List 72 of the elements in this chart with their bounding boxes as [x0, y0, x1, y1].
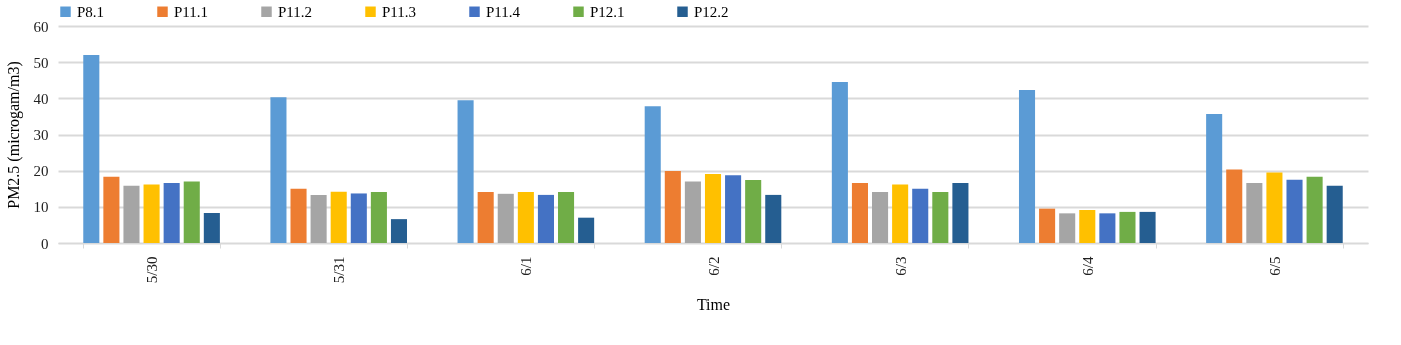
x-tick-label: 6/3 [892, 256, 909, 276]
bar [765, 194, 782, 243]
bar [1286, 179, 1303, 243]
legend-label: P11.1 [174, 3, 209, 20]
y-tick-label: 0 [41, 235, 49, 252]
legend-label: P11.3 [382, 3, 417, 20]
bar [310, 194, 327, 243]
y-tick-label: 60 [33, 18, 49, 35]
bar [644, 106, 661, 243]
bar [704, 173, 722, 243]
legend-label: P8.1 [77, 3, 105, 20]
bar [477, 192, 494, 243]
legend-label: P11.2 [278, 3, 313, 20]
legend-label: P12.2 [694, 3, 729, 20]
bar [103, 176, 120, 243]
bar [952, 182, 969, 243]
legend-label: P12.1 [590, 3, 625, 20]
x-tick-label: 5/31 [331, 256, 348, 284]
bar [1099, 213, 1116, 243]
bar [1246, 182, 1263, 243]
bar [831, 82, 848, 243]
bar [203, 212, 220, 243]
bar [390, 219, 408, 243]
bar [370, 192, 387, 243]
bar [183, 181, 200, 243]
y-tick-label: 30 [33, 127, 49, 143]
bar [1079, 210, 1096, 243]
bar [123, 185, 140, 243]
bar [558, 192, 575, 243]
bar [517, 192, 534, 243]
bar [1139, 211, 1156, 243]
bar [330, 191, 347, 243]
y-tick-label: 10 [33, 199, 49, 216]
x-tick-label: 6/4 [1079, 256, 1096, 276]
bar [1119, 211, 1136, 243]
x-tick-label: 5/30 [144, 256, 161, 284]
bar [143, 184, 160, 243]
bar [497, 193, 514, 243]
bar [1306, 176, 1323, 243]
bar [1018, 90, 1036, 243]
bar [457, 100, 474, 243]
bar [1326, 185, 1343, 243]
bar [1266, 172, 1283, 243]
bar [932, 192, 949, 243]
legend-label: P11.4 [486, 3, 521, 20]
bar [745, 180, 762, 243]
bar [1059, 213, 1076, 243]
bar [270, 97, 287, 243]
x-tick-label: 6/1 [518, 256, 535, 276]
bar [892, 184, 909, 243]
bar [290, 188, 307, 243]
bar [163, 182, 180, 243]
y-tick-label: 50 [33, 54, 49, 71]
bar [684, 181, 701, 243]
bar [1039, 208, 1056, 243]
bar [664, 171, 681, 243]
bar [725, 175, 742, 243]
x-tick-label: 6/5 [1266, 256, 1283, 276]
y-axis-title: PM2.5 (microgam/m3) [4, 61, 23, 209]
x-axis-title: Time [696, 296, 731, 314]
y-tick-label: 20 [33, 163, 49, 180]
x-tick-label: 6/2 [705, 256, 722, 276]
bar [1226, 169, 1243, 243]
bar [872, 192, 889, 243]
bar [578, 217, 595, 243]
y-tick-label: 40 [33, 90, 49, 107]
bar [912, 188, 929, 243]
bar [350, 193, 367, 243]
bar [851, 182, 868, 243]
bar [83, 54, 100, 243]
bar [1206, 113, 1223, 243]
bar [537, 194, 554, 243]
